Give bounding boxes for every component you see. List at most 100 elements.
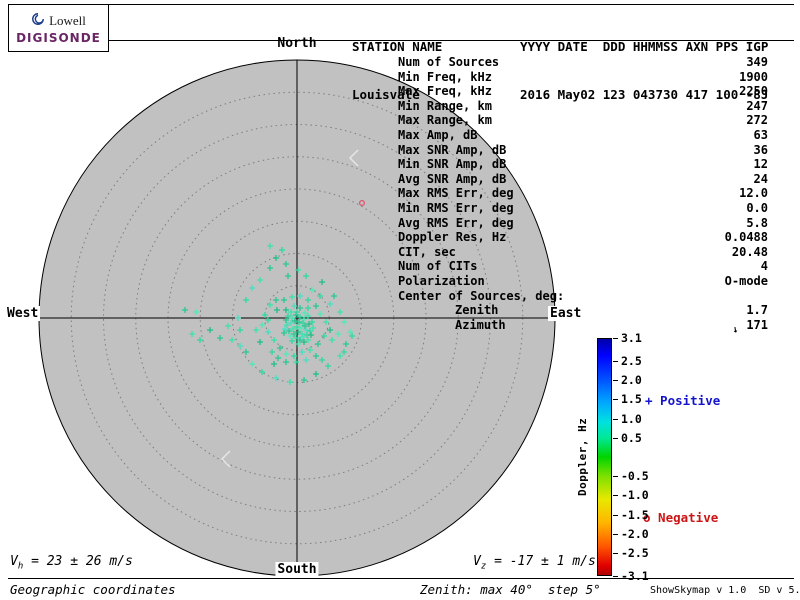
colorbar-tick-label: 2.0 xyxy=(621,373,642,388)
source-point-positive xyxy=(289,338,295,344)
stat-value: 272 xyxy=(746,113,768,128)
source-point-positive xyxy=(288,320,294,326)
source-point-positive xyxy=(297,337,303,343)
source-point-positive xyxy=(331,293,337,299)
compass-west-label: West xyxy=(5,306,41,321)
source-point-positive xyxy=(292,318,298,324)
stat-row: Azimuth ↑ 171 xyxy=(398,318,768,335)
compass-east-label: East xyxy=(548,306,584,321)
stat-value: 247 xyxy=(746,98,768,113)
stat-label: Azimuth xyxy=(455,317,506,332)
source-point-positive xyxy=(309,287,315,293)
source-point-positive xyxy=(299,349,305,355)
stat-label: Min Freq, kHz xyxy=(398,69,492,84)
plot-chevron-marker-southwest xyxy=(220,450,231,468)
source-point-positive xyxy=(257,277,263,283)
source-point-positive xyxy=(343,341,349,347)
stat-value: 1900 xyxy=(739,69,768,84)
source-point-positive xyxy=(257,339,263,345)
logo-lowell-text: Lowell xyxy=(49,12,86,28)
source-point-positive xyxy=(249,285,255,291)
source-point-positive xyxy=(283,261,289,267)
colorbar-tick-label: 2.5 xyxy=(621,354,642,368)
header-labels-row: STATION NAME YYYY DATE DDD HHMMSS AXN PPS… xyxy=(352,39,768,55)
source-point-positive xyxy=(279,247,285,253)
lowell-swirl-icon xyxy=(31,11,45,30)
stat-value: 20.48 xyxy=(731,244,768,259)
source-point-positive xyxy=(313,303,319,309)
source-point-positive xyxy=(323,319,329,325)
source-point-positive xyxy=(305,305,311,311)
colorbar-tick xyxy=(613,514,618,516)
source-point-positive xyxy=(289,294,295,300)
vh-symbol: V xyxy=(10,554,18,569)
source-point-positive xyxy=(317,311,323,317)
source-point-positive xyxy=(253,327,259,333)
source-point-positive xyxy=(297,305,303,311)
stats-panel: Num of Sources 349 Min Freq, kHz 1900 Max Fr… xyxy=(398,55,768,335)
colorbar-tick xyxy=(613,437,618,439)
source-point-positive xyxy=(293,312,299,318)
source-point-positive xyxy=(305,337,311,343)
stat-value: 36 xyxy=(753,142,768,157)
source-point-positive xyxy=(347,329,353,335)
bottom-rule xyxy=(8,578,794,579)
source-point-positive xyxy=(308,332,314,338)
source-point-positive xyxy=(265,317,271,323)
vz-value: = -17 ± 1 m/s xyxy=(486,554,596,569)
source-point-positive xyxy=(303,357,309,363)
stat-value: ↑ 171 xyxy=(731,317,768,336)
stat-row: Doppler Res, Hz 0.0488 xyxy=(398,230,768,245)
stat-value: 12 xyxy=(753,157,768,172)
source-point-positive xyxy=(291,353,297,359)
source-point-positive xyxy=(315,341,321,347)
stat-label: Avg SNR Amp, dB xyxy=(398,171,507,186)
source-point-positive xyxy=(271,337,277,343)
source-point-positive xyxy=(310,325,316,331)
colorbar-tick-label: 1.5 xyxy=(621,392,642,407)
source-point-positive xyxy=(269,349,275,355)
source-point-positive xyxy=(243,297,249,303)
stat-label: Max Range, km xyxy=(398,113,492,128)
source-point-positive xyxy=(349,333,355,339)
header-columns-value: 2016 May02 123 043730 417 100 -8J xyxy=(520,87,769,102)
source-point-positive xyxy=(267,243,273,249)
source-point-positive xyxy=(273,375,279,381)
source-point-positive xyxy=(299,331,305,337)
source-point-positive xyxy=(273,255,279,261)
colorbar-tick xyxy=(613,576,618,577)
stat-label: Avg RMS Err, deg xyxy=(398,215,514,230)
source-point-positive xyxy=(193,309,199,315)
positive-legend: + Positive xyxy=(645,393,721,408)
source-point-positive xyxy=(287,379,293,385)
source-point-positive xyxy=(259,369,265,375)
source-point-positive xyxy=(291,331,297,337)
source-point-positive xyxy=(294,324,300,330)
source-point-positive xyxy=(267,302,273,308)
source-point-positive xyxy=(182,307,188,313)
colorbar-tick-label: -0.5 xyxy=(621,469,649,484)
compass-south-label: South xyxy=(275,562,319,577)
stat-row: Avg SNR Amp, dB 24 xyxy=(398,172,768,187)
source-point-positive xyxy=(295,267,301,273)
source-point-positive xyxy=(313,371,319,377)
stat-label: Max Amp, dB xyxy=(398,127,478,142)
colorbar-tick-label: 0.5 xyxy=(621,430,642,445)
stat-value: 5.8 xyxy=(746,215,768,230)
app-version-label: ShowSkymap v 1.0 SD v 5.1 xyxy=(650,585,800,596)
compass-north-label: North xyxy=(277,36,317,51)
stat-row: Min Range, km 247 xyxy=(398,99,768,114)
stat-value: 2250 xyxy=(739,84,768,99)
source-point-positive xyxy=(337,353,343,359)
colorbar-tick xyxy=(613,476,618,478)
source-point-positive xyxy=(303,273,309,279)
colorbar-tick-label: 1.0 xyxy=(621,411,642,426)
colorbar-tick xyxy=(613,380,618,382)
source-point-positive xyxy=(293,359,299,365)
source-point-positive xyxy=(295,329,301,335)
source-point-positive xyxy=(225,323,231,329)
colorbar-tick-label: -1.5 xyxy=(621,507,649,522)
stat-row: Min Freq, kHz 1900 xyxy=(398,70,768,85)
source-point-positive xyxy=(285,273,291,279)
